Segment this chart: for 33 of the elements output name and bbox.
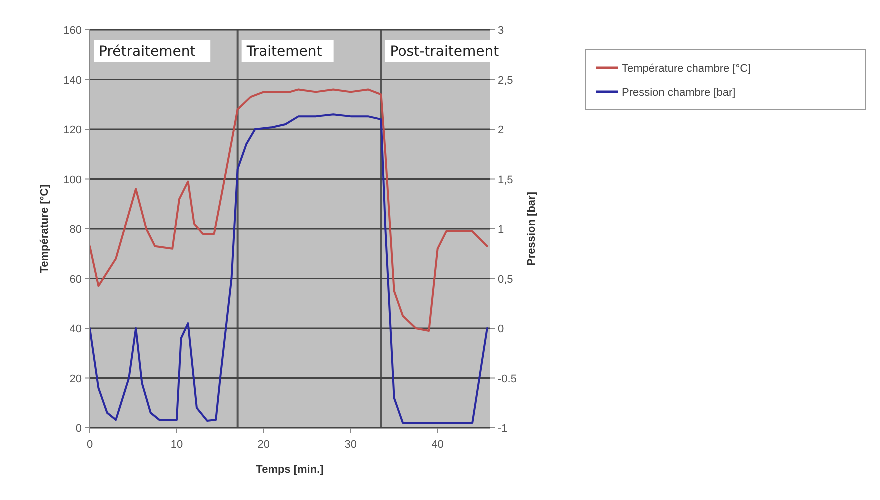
legend-label: Pression chambre [bar] (622, 87, 736, 99)
y2-tick-label: 1 (498, 224, 504, 236)
y2-tick-label: 3 (498, 25, 504, 37)
x-tick-label: 10 (170, 439, 184, 451)
y-tick-label: 80 (70, 224, 82, 236)
y-tick-label: 160 (64, 25, 82, 37)
y2-tick-label: -1 (498, 423, 508, 435)
x-tick-label: 30 (344, 439, 357, 451)
y-tick-label: 0 (76, 423, 82, 435)
x-axis-title: Temps [min.] (256, 464, 324, 476)
y2-tick-label: -0.5 (498, 373, 517, 386)
y2-tick-label: 2,5 (498, 74, 514, 87)
y2-tick-label: 0,5 (498, 274, 514, 286)
band-label: Post-traitement (390, 44, 500, 60)
y-tick-label: 20 (70, 373, 82, 386)
y2-tick-label: 1,5 (498, 174, 514, 186)
y-tick-label: 100 (64, 174, 82, 186)
y-tick-label: 120 (64, 124, 82, 136)
y2-axis-title: Pression [bar] (526, 192, 538, 266)
x-tick-label: 20 (258, 439, 270, 451)
y-tick-label: 40 (70, 324, 82, 336)
y2-tick-label: 0 (498, 324, 504, 336)
band-label: Prétraitement (99, 44, 196, 60)
y-axis-title: Température [°C] (39, 184, 51, 274)
x-tick-label: 40 (432, 439, 444, 451)
y-tick-label: 140 (64, 74, 82, 87)
x-tick-label: 0 (86, 439, 94, 451)
line-series (89, 88, 488, 332)
y-tick-label: 60 (70, 274, 82, 286)
y2-tick-label: 2 (498, 124, 504, 136)
line-series (89, 114, 488, 424)
band-label: Traitement (246, 44, 323, 60)
legend-label: Température chambre [°C] (622, 63, 752, 75)
